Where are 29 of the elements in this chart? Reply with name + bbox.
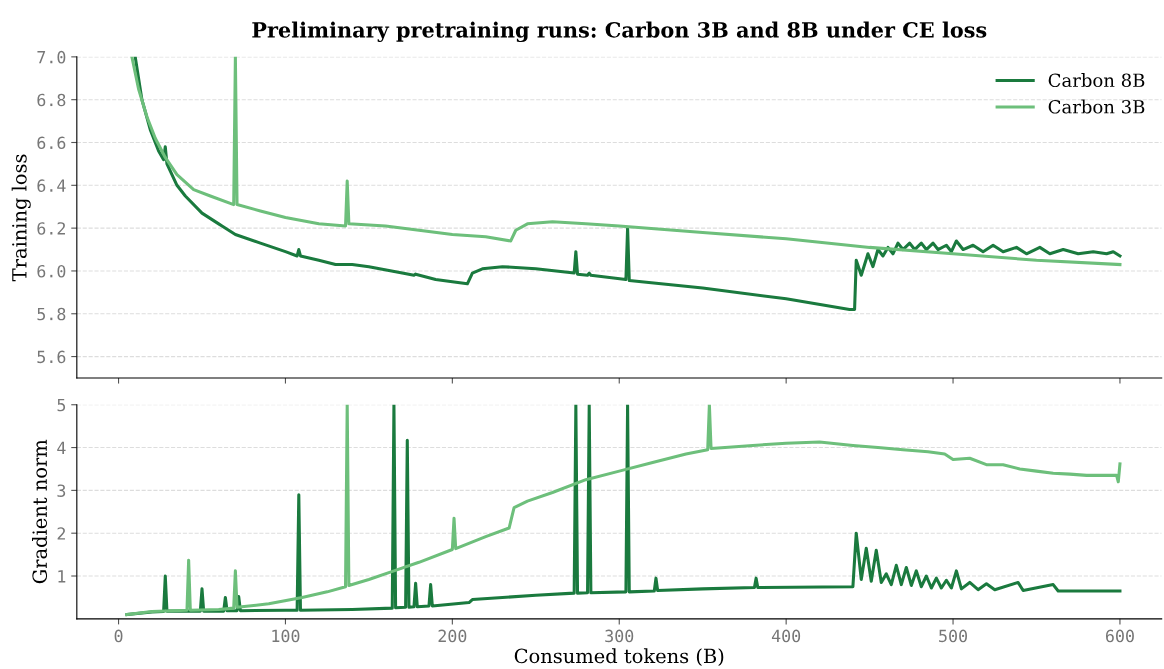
y-tick-label: 3 <box>57 484 66 497</box>
y-tick-label: 1 <box>58 570 66 583</box>
x-tick-label: 0 <box>114 629 123 643</box>
y-tick-label: 6.6 <box>37 136 66 150</box>
y-tick-label: 6.2 <box>37 222 65 235</box>
x-tick-label: 500 <box>939 629 968 643</box>
line-series <box>133 56 1122 312</box>
x-tick-label: 100 <box>272 629 300 643</box>
y-tick-label: 4 <box>57 441 66 454</box>
y-tick-label: 7.0 <box>37 50 66 64</box>
y-tick-label: 5.6 <box>37 350 66 364</box>
x-tick-label: 300 <box>605 629 634 643</box>
y-axis-title: Training loss <box>11 154 31 282</box>
chart-title: Preliminary pretraining runs: Carbon 3B and 8B under CE loss <box>252 21 987 43</box>
y-tick-label: 2 <box>57 527 65 540</box>
y-tick-label: 6.0 <box>37 264 66 278</box>
y-tick-label: 6.8 <box>37 93 66 107</box>
x-axis-title: Consumed tokens (B) <box>514 648 724 667</box>
line-series <box>125 404 1122 617</box>
x-tick-label: 400 <box>771 629 801 643</box>
y-axis-title: Gradient norm <box>32 439 48 584</box>
legend-label: Carbon 8B <box>1048 73 1145 88</box>
x-tick-label: 600 <box>1105 629 1134 643</box>
line-series <box>130 56 1122 267</box>
x-tick-label: 200 <box>438 629 467 643</box>
y-tick-label: 5 <box>57 398 66 412</box>
y-tick-label: 5.8 <box>37 307 66 321</box>
legend-label: Carbon 3B <box>1048 99 1145 114</box>
y-tick-label: 6.4 <box>37 179 66 192</box>
